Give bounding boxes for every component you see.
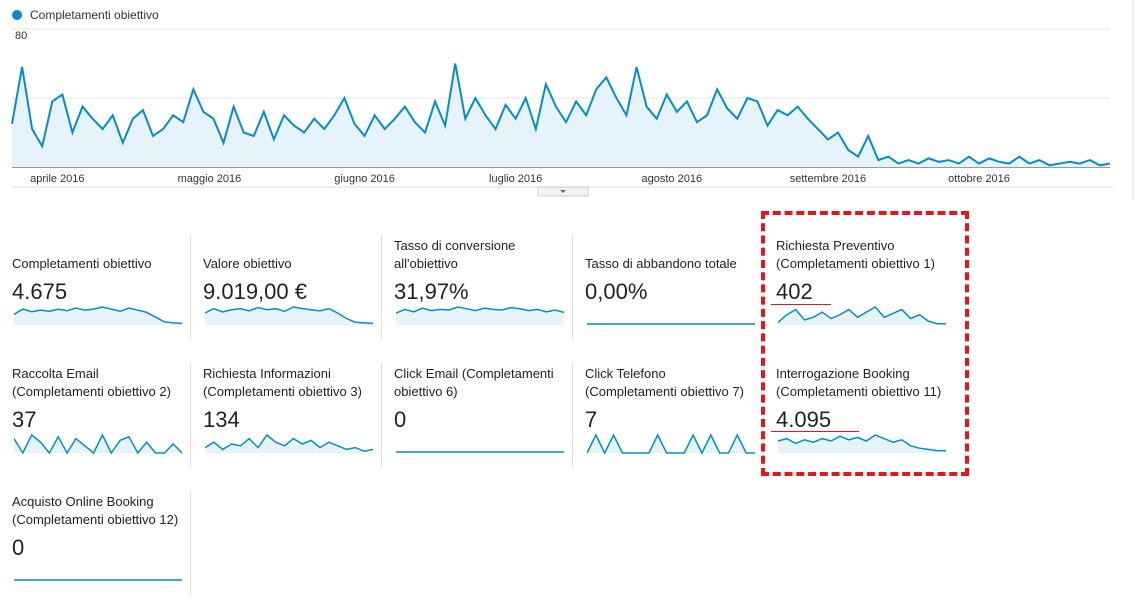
metric-tile: Completamenti obiettivo 4.675 bbox=[12, 235, 191, 339]
x-tick-label: aprile 2016 bbox=[30, 173, 84, 185]
tile-value: 134 bbox=[203, 407, 240, 432]
y-tick-label: 80 bbox=[15, 30, 27, 42]
spark-line bbox=[14, 433, 182, 455]
tile-value: 0 bbox=[12, 535, 25, 560]
spark-area bbox=[396, 307, 564, 325]
spark-line bbox=[587, 433, 755, 455]
underline bbox=[771, 304, 831, 305]
sparkline bbox=[205, 306, 373, 325]
metric-tile: Raccolta Email (Completamenti obiettivo … bbox=[12, 363, 191, 467]
spark-line bbox=[205, 306, 373, 325]
sparkline bbox=[14, 579, 182, 581]
tile-title: Acquisto Online Booking (Completamenti o… bbox=[12, 494, 179, 527]
sparkline bbox=[396, 451, 564, 453]
sparkline bbox=[396, 306, 564, 325]
tile-value: 9.019,00 € bbox=[203, 279, 307, 304]
x-tick-label: agosto 2016 bbox=[642, 173, 703, 185]
metric-tile: Interrogazione Booking (Completamenti ob… bbox=[776, 363, 954, 467]
x-tick-label: maggio 2016 bbox=[178, 173, 242, 185]
legend-dot bbox=[12, 10, 22, 20]
tile-value: 402 bbox=[776, 279, 813, 304]
tile-title: Richiesta Informazioni (Completamenti ob… bbox=[203, 366, 362, 399]
spark-area bbox=[778, 307, 946, 325]
main-chart: Completamenti obiettivo 4080aprile 2016m… bbox=[11, 0, 1134, 200]
tile-value: 7 bbox=[585, 407, 598, 432]
spark-line bbox=[778, 434, 946, 452]
tile-value: 4.675 bbox=[12, 279, 68, 304]
underline bbox=[771, 431, 859, 432]
tile-value: 31,97% bbox=[394, 279, 469, 304]
metric-tile: Click Telefono (Completamenti obiettivo … bbox=[585, 363, 764, 467]
highlight-box bbox=[761, 211, 969, 476]
metric-tile: Tasso di conversione all'obiettivo 31,97% bbox=[394, 235, 573, 339]
legend-label: Completamenti obiettivo bbox=[30, 8, 159, 22]
sparkline bbox=[778, 434, 946, 453]
tile-title: Valore obiettivo bbox=[203, 256, 292, 271]
tile-title: Tasso di abbandono totale bbox=[585, 256, 737, 271]
sparkline bbox=[778, 306, 946, 325]
toggle-arrow bbox=[560, 190, 566, 193]
tile-value: 37 bbox=[12, 407, 37, 432]
tile-value: 4.095 bbox=[776, 407, 832, 432]
sparkline bbox=[14, 433, 182, 455]
metric-tile: Click Email (Completamenti obiettivo 6) 0 bbox=[394, 363, 573, 467]
metric-tile: Acquisto Online Booking (Completamenti o… bbox=[12, 491, 191, 595]
tile-title: Click Email (Completamenti obiettivo 6) bbox=[394, 366, 554, 399]
spark-area bbox=[14, 307, 182, 325]
tile-title: Interrogazione Booking (Completamenti ob… bbox=[776, 366, 942, 399]
sparkline bbox=[205, 433, 373, 453]
tile-title: Richiesta Preventivo (Completamenti obie… bbox=[776, 238, 935, 271]
metric-tile: Richiesta Preventivo (Completamenti obie… bbox=[776, 235, 954, 339]
spark-line bbox=[205, 433, 373, 452]
spark-line bbox=[396, 306, 564, 314]
metric-tile: Richiesta Informazioni (Completamenti ob… bbox=[203, 363, 382, 467]
tile-value: 0,00% bbox=[585, 279, 648, 304]
sparkline bbox=[14, 306, 182, 325]
tile-title: Tasso di conversione all'obiettivo bbox=[394, 238, 516, 271]
spark-line bbox=[14, 306, 182, 325]
x-tick-label: ottobre 2016 bbox=[948, 173, 1010, 185]
metric-tile: Tasso di abbandono totale 0,00% bbox=[585, 235, 764, 339]
spark-area bbox=[205, 435, 373, 453]
tile-title: Click Telefono (Completamenti obiettivo … bbox=[585, 366, 744, 399]
sparkline bbox=[587, 323, 755, 325]
x-tick-label: luglio 2016 bbox=[489, 173, 542, 185]
spark-line bbox=[778, 306, 946, 325]
x-tick-label: settembre 2016 bbox=[790, 173, 866, 185]
line bbox=[11, 63, 1111, 167]
sparkline bbox=[587, 433, 755, 455]
x-tick-label: giugno 2016 bbox=[334, 173, 395, 185]
metric-tile: Valore obiettivo 9.019,00 € bbox=[203, 235, 382, 339]
tile-title: Completamenti obiettivo bbox=[12, 256, 152, 271]
spark-area bbox=[205, 307, 373, 325]
tile-title: Raccolta Email (Completamenti obiettivo … bbox=[12, 366, 171, 399]
tile-value: 0 bbox=[394, 407, 407, 432]
